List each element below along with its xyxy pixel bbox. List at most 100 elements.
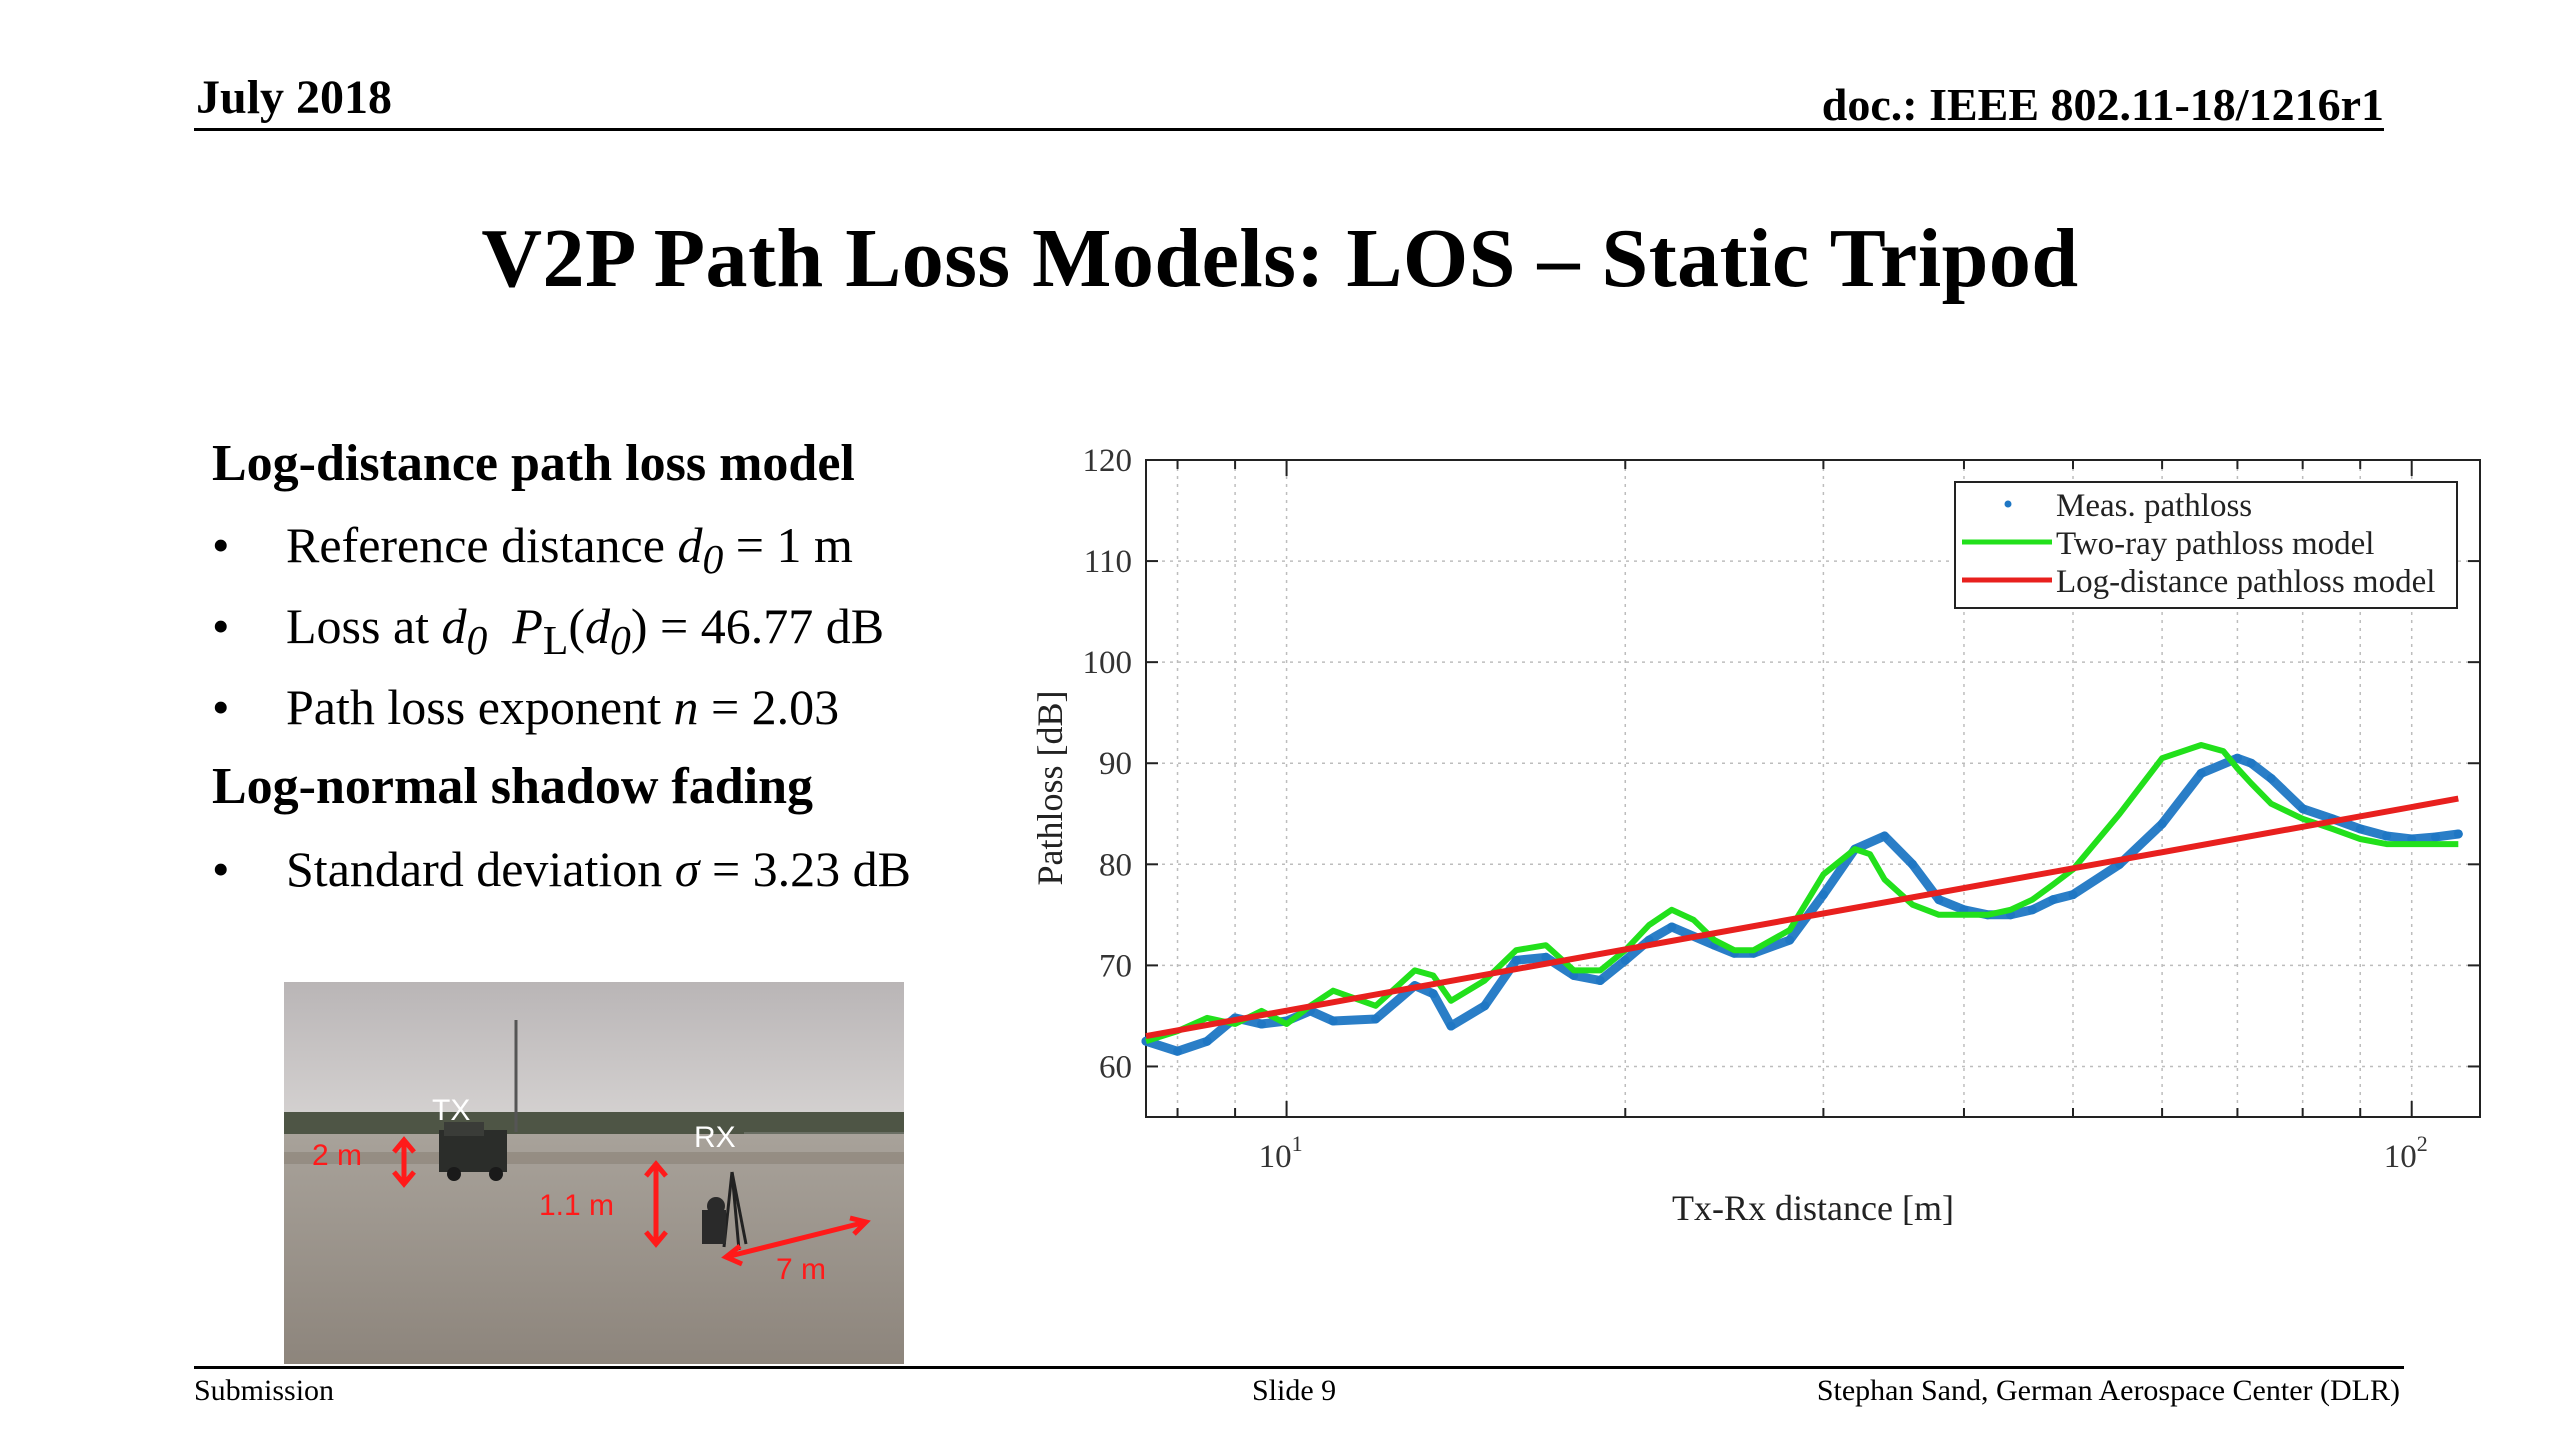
arrow-tx-height: [392, 1136, 416, 1188]
footer-divider: [194, 1366, 2404, 1369]
legend-label: Log-distance pathloss model: [2056, 564, 2435, 600]
pathloss-chart: 60 70 80 90 100 110 120 101 102 Tx-Rx distance …: [1030, 443, 2481, 1228]
label-tx-height: 2 m: [312, 1139, 362, 1172]
x-tick-exponent: 2: [2417, 1131, 2428, 1156]
series-log-distance: [1145, 795, 2459, 1040]
slide-title: V2P Path Loss Models: LOS – Static Tripo…: [481, 212, 2079, 305]
var-sigma: σ: [674, 841, 700, 897]
meas-point: [1446, 1021, 1456, 1031]
var-n: n: [673, 679, 699, 735]
meas-point: [2266, 773, 2276, 783]
header-date: July 2018: [196, 71, 393, 124]
meas-point: [1934, 895, 1944, 905]
bullet-glyph: •: [212, 679, 230, 735]
meas-point: [2355, 824, 2365, 834]
y-tick-label: 100: [1083, 645, 1133, 681]
heading-shadow-fading: Log-normal shadow fading: [212, 758, 813, 815]
bullet-reference-distance: • Reference distance d0 = 1 m: [212, 516, 853, 584]
bullet-glyph: •: [212, 841, 230, 897]
var-d: d: [585, 598, 611, 654]
meas-point: [2068, 890, 2078, 900]
series-two-ray: [1145, 742, 2459, 1045]
meas-point: [1595, 976, 1605, 986]
paren-open: (: [568, 598, 586, 654]
meas-point: [1328, 1016, 1338, 1026]
bullet-value: ) = 46.77 dB: [630, 598, 885, 654]
x-tick-label: 101: [1259, 1131, 1303, 1175]
meas-point: [1202, 1036, 1212, 1046]
arrow-rx-height: [644, 1160, 668, 1248]
sub-l: L: [542, 618, 569, 664]
arrow-distance: [721, 1215, 871, 1267]
legend-box: [1954, 481, 2458, 609]
bullet-loss-at-d0: • Loss at d0 PL(d0) = 46.77 dB: [212, 597, 884, 665]
meas-point: [1880, 831, 1890, 841]
meas-point: [2232, 753, 2242, 763]
meas-point: [1428, 989, 1438, 999]
bullet-text: Reference distance: [286, 517, 678, 573]
photo-illustration: TX RX 2 m 1.1 m 7 m: [284, 982, 904, 1364]
meas-point: [1818, 890, 1828, 900]
meas-point: [1620, 955, 1630, 965]
x-axis-ticks: 101 102: [1176, 460, 2428, 1175]
meas-point: [1907, 859, 1917, 869]
meas-point: [2196, 768, 2206, 778]
meas-point: [2298, 804, 2308, 814]
bullet-glyph: •: [212, 517, 230, 573]
footer-submission: Submission: [194, 1374, 335, 1407]
label-tx: TX: [432, 1094, 470, 1127]
x-tick-label: 102: [2384, 1131, 2428, 1175]
measurement-photo: TX RX 2 m 1.1 m 7 m: [284, 982, 904, 1364]
meas-point: [1173, 1046, 1183, 1056]
meas-point: [1511, 955, 1521, 965]
y-tick-label: 120: [1083, 443, 1133, 479]
bullet-value: = 1 m: [723, 517, 853, 573]
label-rx-height: 1.1 m: [539, 1189, 614, 1222]
meas-point: [2048, 895, 2058, 905]
y-axis-ticks: 60 70 80 90 100 110 120: [1083, 443, 2480, 1085]
meas-point: [2431, 832, 2441, 842]
footer-author: Stephan Sand, German Aerospace Center (D…: [1816, 1374, 2400, 1407]
footer-slide-number: Slide 9: [1252, 1374, 1337, 1407]
meas-point: [2027, 905, 2037, 915]
bullet-value: = 3.23 dB: [699, 841, 912, 897]
y-axis-label: Pathloss [dB]: [1030, 690, 1070, 885]
meas-point: [2157, 819, 2167, 829]
chart-series: [1141, 742, 2463, 1056]
x-tick-exponent: 1: [1292, 1131, 1303, 1156]
meas-point: [1371, 1014, 1381, 1024]
bullet-value: = 2.03: [698, 679, 840, 735]
y-tick-label: 60: [1099, 1049, 1132, 1085]
y-tick-label: 70: [1099, 948, 1132, 984]
sub-0: 0: [466, 618, 488, 664]
plot-frame: [1145, 459, 2481, 1118]
sub-0: 0: [610, 618, 631, 664]
meas-point: [1541, 952, 1551, 962]
meas-point: [2246, 758, 2256, 768]
legend-label: Meas. pathloss: [2056, 488, 2252, 524]
legend-label: Two-ray pathloss model: [2056, 526, 2374, 562]
legend-marker-meas: [2004, 500, 2012, 508]
heading-log-distance: Log-distance path loss model: [212, 435, 855, 492]
meas-point: [1257, 1019, 1267, 1029]
y-tick-label: 80: [1099, 847, 1132, 883]
bullet-text: Loss at: [286, 598, 442, 654]
var-d: d: [677, 517, 703, 573]
bullet-standard-deviation: • Standard deviation σ = 3.23 dB: [212, 840, 911, 898]
meas-point: [1667, 922, 1677, 932]
meas-point: [1480, 1001, 1490, 1011]
x-axis-label: Tx-Rx distance [m]: [1672, 1188, 1954, 1228]
var-d: d: [441, 598, 467, 654]
bullet-path-loss-exponent: • Path loss exponent n = 2.03: [212, 678, 839, 736]
sub-0: 0: [702, 537, 724, 583]
header-divider: [194, 128, 2384, 131]
meas-point: [2453, 829, 2463, 839]
y-tick-label: 90: [1099, 746, 1132, 782]
meas-point: [2382, 831, 2392, 841]
var-p: P: [512, 598, 543, 654]
bullet-glyph: •: [212, 598, 230, 654]
label-rx: RX: [694, 1121, 736, 1154]
header-doc-id: doc.: IEEE 802.11-18/1216r1: [1821, 79, 2384, 130]
y-tick-label: 110: [1084, 544, 1132, 580]
